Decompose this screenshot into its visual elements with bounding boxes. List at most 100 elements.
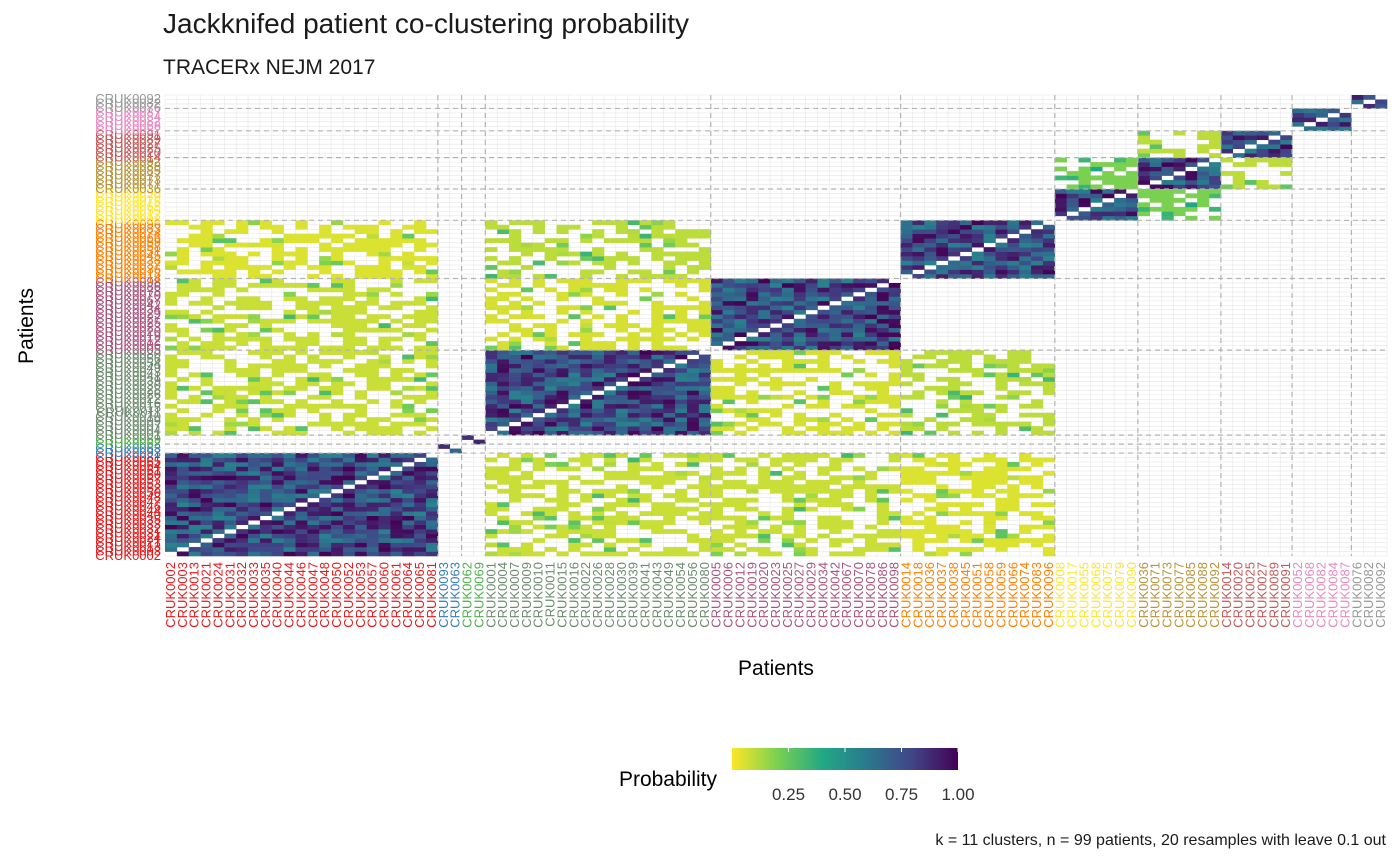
heatmap-cell xyxy=(888,287,901,293)
heatmap-cell xyxy=(936,403,949,409)
heatmap-cell xyxy=(888,547,901,552)
heatmap-cell xyxy=(722,309,735,315)
heatmap-cell xyxy=(687,323,700,329)
heatmap-cell xyxy=(176,376,190,382)
heatmap-cell xyxy=(426,291,439,297)
heatmap-cell xyxy=(212,260,225,266)
heatmap-cell xyxy=(544,412,557,418)
heatmap-cell xyxy=(200,542,213,548)
heatmap-cell xyxy=(698,323,712,329)
heatmap-cell xyxy=(592,453,605,458)
heatmap-cell xyxy=(663,238,676,243)
heatmap-cell xyxy=(853,394,866,400)
heatmap-cell xyxy=(853,426,866,431)
heatmap-cell xyxy=(959,233,973,239)
heatmap-cell xyxy=(248,497,261,503)
heatmap-cell xyxy=(722,282,735,288)
y-tick-label: CRUK0078 xyxy=(95,284,161,299)
heatmap-cell xyxy=(188,551,201,557)
heatmap-cell xyxy=(532,368,545,373)
heatmap-cell xyxy=(710,421,723,427)
heatmap-cell xyxy=(200,260,213,266)
heatmap-cell xyxy=(912,426,925,431)
heatmap-cell xyxy=(319,470,332,476)
heatmap-cell xyxy=(675,314,688,320)
heatmap-cell xyxy=(188,426,201,431)
heatmap-cell xyxy=(259,399,273,405)
heatmap-cell xyxy=(936,488,949,494)
heatmap-cell xyxy=(248,300,261,306)
heatmap-cell xyxy=(319,462,332,467)
heatmap-cell xyxy=(212,332,225,337)
heatmap-cell xyxy=(509,314,522,320)
heatmap-cell xyxy=(983,529,996,534)
x-tick-label: CRUK0035 xyxy=(258,562,273,628)
heatmap-cell xyxy=(165,363,178,369)
heatmap-cell xyxy=(271,542,284,548)
heatmap-cell xyxy=(841,426,854,431)
x-tick-label: CRUK0079 xyxy=(1112,562,1127,628)
heatmap-cell xyxy=(615,291,628,297)
heatmap-cell xyxy=(295,470,308,476)
heatmap-cell xyxy=(556,296,569,302)
heatmap-cell xyxy=(1125,197,1139,203)
heatmap-cell xyxy=(259,385,273,391)
heatmap-cell xyxy=(651,430,664,436)
heatmap-cell xyxy=(983,260,996,266)
heatmap-cell xyxy=(1031,247,1044,252)
heatmap-cell xyxy=(497,381,510,387)
heatmap-cell xyxy=(390,524,403,530)
heatmap-cell xyxy=(1031,426,1044,431)
x-tick-label: CRUK0071 xyxy=(1148,562,1163,628)
heatmap-cell xyxy=(366,470,379,476)
heatmap-cell xyxy=(271,493,284,499)
heatmap-cell xyxy=(663,372,676,378)
heatmap-cell xyxy=(592,220,605,226)
heatmap-cell xyxy=(687,470,700,476)
heatmap-cell xyxy=(888,300,901,306)
heatmap-cell xyxy=(639,354,652,360)
heatmap-cell xyxy=(259,224,273,230)
heatmap-cell xyxy=(402,265,415,270)
heatmap-cell xyxy=(414,497,427,503)
heatmap-cell xyxy=(354,274,367,279)
heatmap-cell xyxy=(1232,175,1245,181)
heatmap-cell xyxy=(283,345,296,351)
heatmap-cell xyxy=(271,547,284,552)
heatmap-cell xyxy=(793,336,806,342)
heatmap-cell xyxy=(651,233,664,239)
heatmap-cell xyxy=(414,493,427,499)
heatmap-cell xyxy=(248,475,261,481)
heatmap-cell xyxy=(497,403,510,409)
y-tick-label: CRUK0060 xyxy=(95,467,161,482)
heatmap-cell xyxy=(366,363,379,369)
heatmap-cell xyxy=(912,354,925,360)
heatmap-cell xyxy=(497,502,510,508)
heatmap-cell xyxy=(770,421,783,427)
heatmap-cell xyxy=(1149,157,1162,163)
heatmap-cell xyxy=(354,426,367,431)
heatmap-cell xyxy=(959,359,973,364)
heatmap-cell xyxy=(615,502,628,508)
heatmap-cell xyxy=(426,502,439,508)
heatmap-cell xyxy=(426,345,439,351)
y-tick-label: CRUK0045 xyxy=(95,248,161,263)
heatmap-cell xyxy=(212,470,225,476)
heatmap-cell xyxy=(627,475,640,481)
heatmap-cell xyxy=(568,430,581,436)
heatmap-cell xyxy=(165,368,178,373)
heatmap-cell xyxy=(651,390,664,396)
heatmap-cell xyxy=(627,220,640,226)
heatmap-cell xyxy=(485,381,498,387)
heatmap-cell xyxy=(366,327,379,333)
heatmap-cell xyxy=(426,359,439,364)
heatmap-cell xyxy=(710,484,723,490)
heatmap-cell xyxy=(556,318,569,324)
heatmap-cell xyxy=(817,368,830,373)
heatmap-cell xyxy=(1042,520,1056,525)
heatmap-cell xyxy=(829,323,842,329)
heatmap-cell xyxy=(603,359,617,364)
heatmap-cell xyxy=(331,493,344,499)
heatmap-cell xyxy=(651,305,664,311)
heatmap-cell xyxy=(876,381,890,387)
